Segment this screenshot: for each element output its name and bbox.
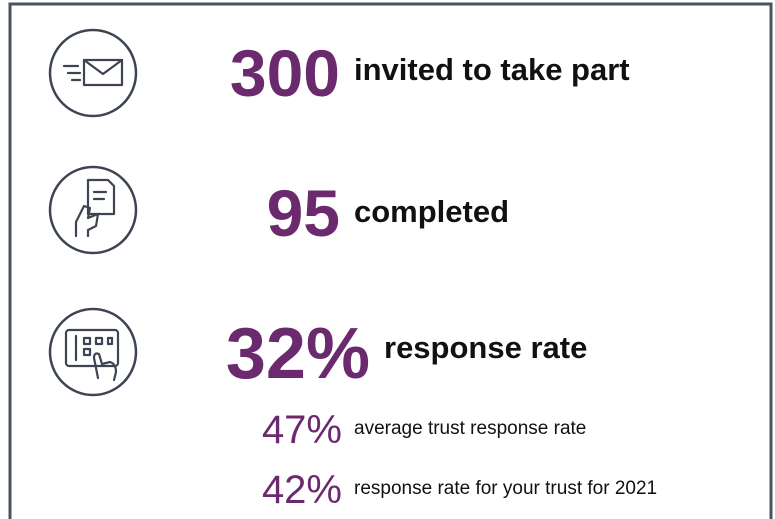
stat-label: completed: [354, 194, 509, 229]
comparison-value: 42%: [262, 468, 342, 512]
icon-completed: [48, 165, 138, 255]
stat-label: response rate: [384, 330, 587, 365]
icon-invite: [48, 28, 138, 118]
icon-response: [48, 307, 138, 397]
comparison-label: response rate for your trust for 2021: [354, 478, 657, 499]
stat-value: 32%: [226, 314, 370, 394]
comparison-value: 47%: [262, 408, 342, 452]
frame: [8, 2, 773, 519]
stat-value: 300: [230, 36, 340, 110]
stat-value: 95: [267, 176, 340, 250]
stat-label: invited to take part: [354, 52, 630, 87]
comparison-label: average trust response rate: [354, 418, 586, 439]
